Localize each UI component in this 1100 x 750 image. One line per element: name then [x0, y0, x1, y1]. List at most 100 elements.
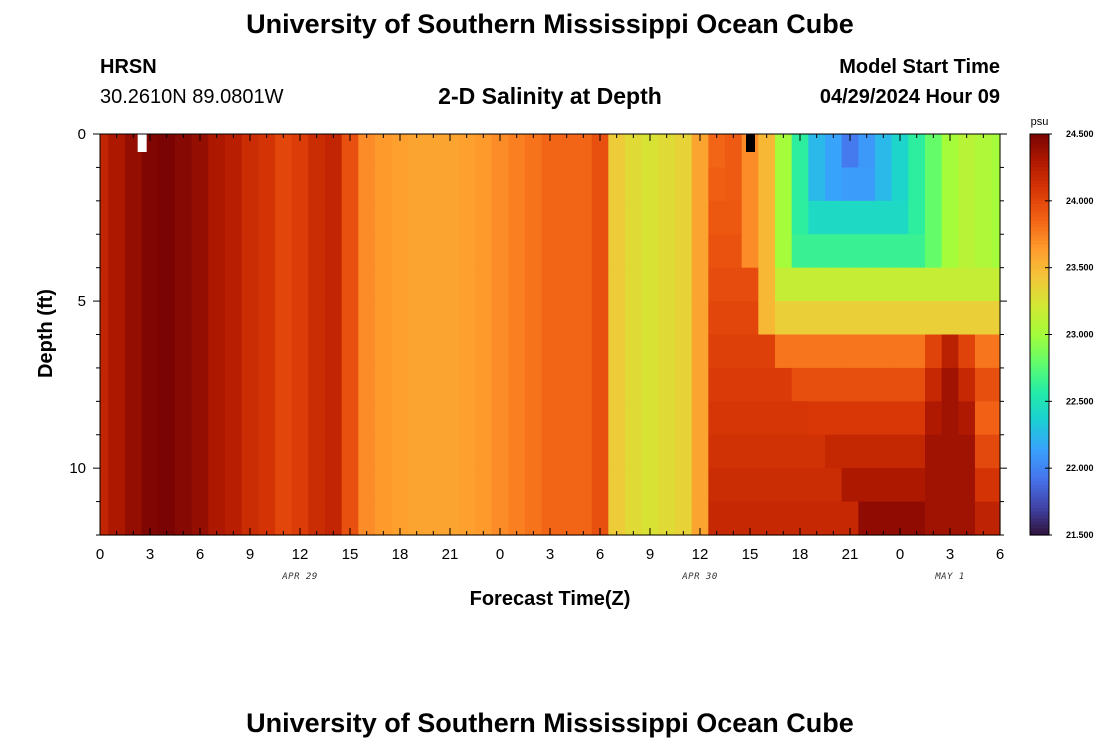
heatmap-cell [100, 200, 109, 235]
heatmap-cell [258, 434, 276, 469]
heatmap-cell [925, 234, 943, 269]
heatmap-cell [391, 167, 409, 202]
colorbar-swatch [1030, 324, 1049, 329]
station-name: HRSN [100, 56, 157, 78]
colorbar-swatch [1030, 297, 1049, 302]
colorbar-swatch [1030, 317, 1049, 322]
heatmap-cell [408, 468, 426, 503]
heatmap-cell [608, 134, 626, 169]
heatmap-cell [925, 200, 943, 235]
heatmap-cell [308, 334, 326, 369]
heatmap-cell [108, 501, 126, 536]
heatmap-cell [258, 234, 276, 269]
heatmap-cell [375, 200, 393, 235]
heatmap-cell [775, 434, 793, 469]
heatmap-cell [858, 468, 876, 503]
heatmap-cell [558, 301, 576, 336]
heatmap-cell [941, 301, 959, 336]
heatmap-cell [608, 401, 626, 436]
heatmap-cell [258, 200, 276, 235]
heatmap-cell [375, 234, 393, 269]
heatmap-cell [491, 434, 509, 469]
heatmap-cell [958, 401, 976, 436]
heatmap-cell [858, 267, 876, 302]
heatmap-cell [891, 401, 909, 436]
heatmap-cell [208, 334, 226, 369]
heatmap-cell [775, 401, 793, 436]
heatmap-cell [575, 167, 593, 202]
colorbar-swatch [1030, 254, 1049, 259]
heatmap-cell [658, 401, 676, 436]
heatmap-cell [775, 167, 793, 202]
colorbar-swatch [1030, 140, 1049, 145]
heatmap-cell [808, 134, 826, 169]
colorbar-swatch [1030, 271, 1049, 275]
x-tick-label: 0 [496, 546, 504, 563]
heatmap-cell [141, 401, 159, 436]
heatmap-cell [641, 267, 659, 302]
heatmap-cell [100, 367, 109, 402]
heatmap-cell [675, 267, 693, 302]
heatmap-cell [691, 334, 709, 369]
heatmap-cell [608, 234, 626, 269]
colorbar-swatch [1030, 531, 1049, 536]
heatmap-cell [325, 401, 343, 436]
heatmap-cell [958, 501, 976, 536]
heatmap-cell [775, 468, 793, 503]
heatmap-cell [208, 434, 226, 469]
heatmap-cell [958, 434, 976, 469]
heatmap-cell [291, 234, 309, 269]
heatmap-cell [908, 468, 926, 503]
heatmap-cell [958, 134, 976, 169]
heatmap-cell [358, 234, 376, 269]
heatmap-cell [108, 434, 126, 469]
heatmap-cell [591, 434, 609, 469]
x-tick-label: 15 [742, 546, 759, 563]
y-axis-ticks: 0 5 10 [69, 126, 1007, 536]
colorbar-swatch [1030, 304, 1049, 309]
heatmap-cell [141, 434, 159, 469]
heatmap-cell [158, 267, 176, 302]
heatmap-cell [991, 468, 1001, 503]
heatmap-cell [458, 401, 476, 436]
colorbar-swatch [1030, 461, 1049, 466]
heatmap-cell [325, 200, 343, 235]
heatmap-cell [575, 334, 593, 369]
heatmap-cell [341, 301, 359, 336]
heatmap-cell [608, 367, 626, 402]
heatmap-cell [691, 434, 709, 469]
colorbar-swatch [1030, 408, 1049, 412]
colorbar-swatch [1030, 227, 1049, 232]
heatmap-cell [991, 267, 1001, 302]
heatmap-cell [358, 134, 376, 169]
heatmap-cell [775, 334, 793, 369]
heatmap-cell [925, 267, 943, 302]
heatmap-cell [458, 434, 476, 469]
heatmap-cell [658, 334, 676, 369]
colorbar-swatch [1030, 301, 1049, 306]
heatmap-cell [908, 267, 926, 302]
heatmap-cell [291, 434, 309, 469]
heatmap-cell [741, 167, 759, 202]
heatmap-cell [975, 367, 993, 402]
heatmap-cell [791, 334, 809, 369]
heatmap-cell [375, 167, 393, 202]
heatmap-cell [408, 434, 426, 469]
heatmap-cell [891, 367, 909, 402]
heatmap-cell [725, 334, 743, 369]
heatmap-cell [391, 134, 409, 169]
heatmap-cell [625, 200, 643, 235]
colorbar-swatch [1030, 488, 1049, 493]
page-title: University of Southern Mississippi Ocean… [246, 9, 854, 39]
heatmap-cell [391, 200, 409, 235]
heatmap-cell [975, 334, 993, 369]
heatmap-cell [175, 334, 193, 369]
heatmap-cell [841, 501, 859, 536]
colorbar-swatch [1030, 361, 1049, 366]
heatmap-cell [791, 434, 809, 469]
heatmap-cell [275, 134, 293, 169]
heatmap-cell [641, 468, 659, 503]
heatmap-cell [991, 200, 1001, 235]
heatmap-cell [791, 234, 809, 269]
colorbar-swatch [1030, 518, 1049, 523]
